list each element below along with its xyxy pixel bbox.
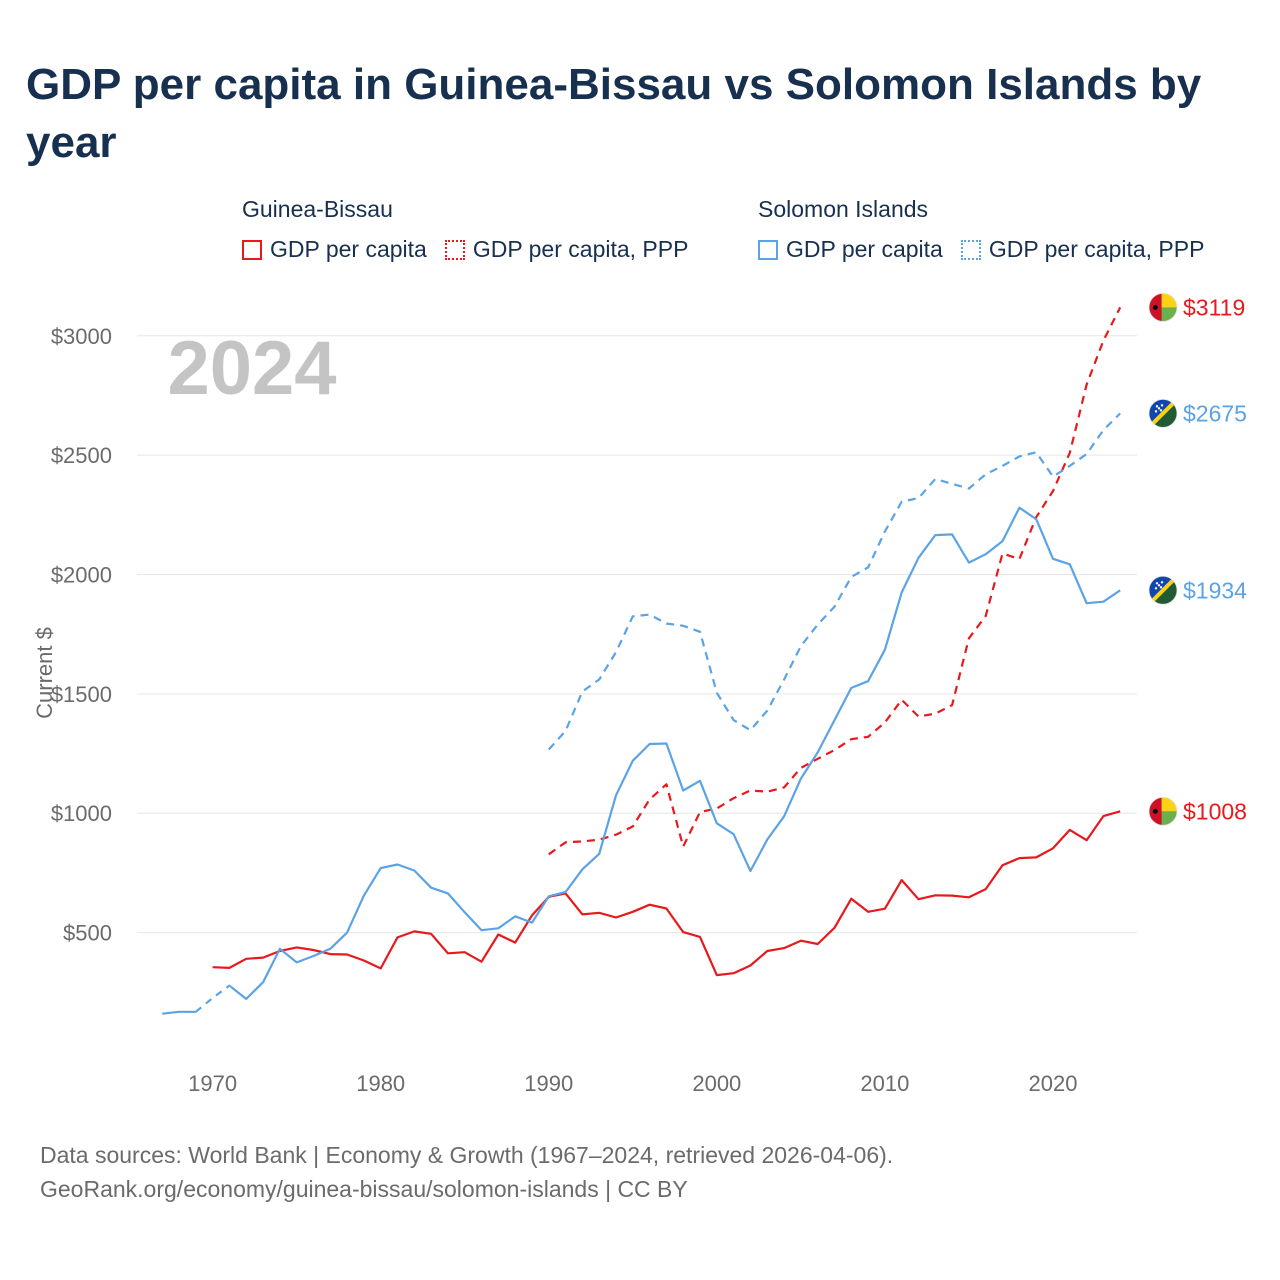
legend-item-gb-gdp-ppp[interactable]: GDP per capita, PPP bbox=[444, 236, 689, 263]
x-tick-label: 1970 bbox=[188, 1071, 237, 1096]
legend-item-si-gdp-ppp[interactable]: GDP per capita, PPP bbox=[960, 236, 1205, 263]
legend-swatch-solid bbox=[758, 239, 778, 260]
legend-group-label: Solomon Islands bbox=[758, 196, 929, 222]
guinea-bissau-flag-icon bbox=[1148, 796, 1178, 826]
legend-swatch-solid bbox=[242, 239, 262, 260]
series-gap-mask bbox=[194, 983, 231, 1014]
solomon-islands-flag-icon bbox=[1148, 398, 1178, 428]
guinea-bissau-flag-icon bbox=[1148, 292, 1178, 322]
chart-title: GDP per capita in Guinea-Bissau vs Solom… bbox=[26, 60, 1202, 167]
end-value-label: $1008 bbox=[1183, 798, 1247, 824]
y-tick-label: $2500 bbox=[51, 443, 112, 468]
legend-group-guinea-bissau: Guinea-Bissau GDP per capita GDP per cap… bbox=[242, 196, 688, 263]
legend-item-label: GDP per capita bbox=[786, 236, 943, 262]
end-value-label: $2675 bbox=[1183, 400, 1247, 426]
y-axis-label: Current $ bbox=[32, 627, 57, 719]
legend-item-si-gdp[interactable]: GDP per capita bbox=[758, 236, 943, 263]
y-tick-label: $3000 bbox=[51, 324, 112, 349]
legend-group-label: Guinea-Bissau bbox=[242, 196, 393, 222]
y-tick-label: $2000 bbox=[51, 563, 112, 588]
x-tick-label: 1990 bbox=[524, 1071, 573, 1096]
sources-footer: Data sources: World Bank | Economy & Gro… bbox=[40, 1138, 893, 1206]
legend-swatch-dotted bbox=[960, 239, 981, 260]
series-line-1[interactable] bbox=[548, 306, 1122, 856]
series-layer bbox=[162, 306, 1122, 1015]
legend-item-gb-gdp[interactable]: GDP per capita bbox=[242, 236, 427, 263]
x-tick-label: 2000 bbox=[692, 1071, 741, 1096]
y-tick-label: $1500 bbox=[51, 682, 112, 707]
series-line-0[interactable] bbox=[212, 810, 1121, 977]
legend-item-label: GDP per capita, PPP bbox=[472, 236, 689, 262]
legend-item-label: GDP per capita bbox=[270, 236, 427, 262]
legend-swatch-dotted bbox=[444, 239, 465, 260]
solomon-islands-flag-icon bbox=[1148, 575, 1178, 605]
line-chart: $500 $1000 $1500 $2000 $2500 $3000 1970 1980 199… bbox=[32, 292, 1247, 1096]
y-tick-label: $500 bbox=[63, 921, 112, 946]
end-value-label: $1934 bbox=[1183, 577, 1247, 603]
x-tick-label: 2010 bbox=[860, 1071, 909, 1096]
grid-layer: $500 $1000 $1500 $2000 $2500 $3000 1970 1980 199… bbox=[51, 324, 1137, 1096]
sources-line-1: Data sources: World Bank | Economy & Gro… bbox=[40, 1142, 894, 1168]
x-tick-label: 1980 bbox=[356, 1071, 405, 1096]
end-value-label: $3119 bbox=[1183, 294, 1245, 320]
y-tick-label: $1000 bbox=[51, 801, 112, 826]
legend-group-solomon-islands: Solomon Islands GDP per capita GDP per c… bbox=[758, 196, 1204, 263]
series-line-2[interactable] bbox=[162, 506, 1121, 1015]
sources-line-2[interactable]: GeoRank.org/economy/guinea-bissau/solomo… bbox=[40, 1176, 688, 1202]
year-watermark: 2024 bbox=[167, 326, 336, 411]
series-line-3[interactable] bbox=[547, 412, 1121, 751]
end-markers: $1008 $3119 $1934 $2675 bbox=[1148, 292, 1247, 826]
legend-item-label: GDP per capita, PPP bbox=[988, 236, 1205, 262]
x-tick-label: 2020 bbox=[1028, 1071, 1077, 1096]
